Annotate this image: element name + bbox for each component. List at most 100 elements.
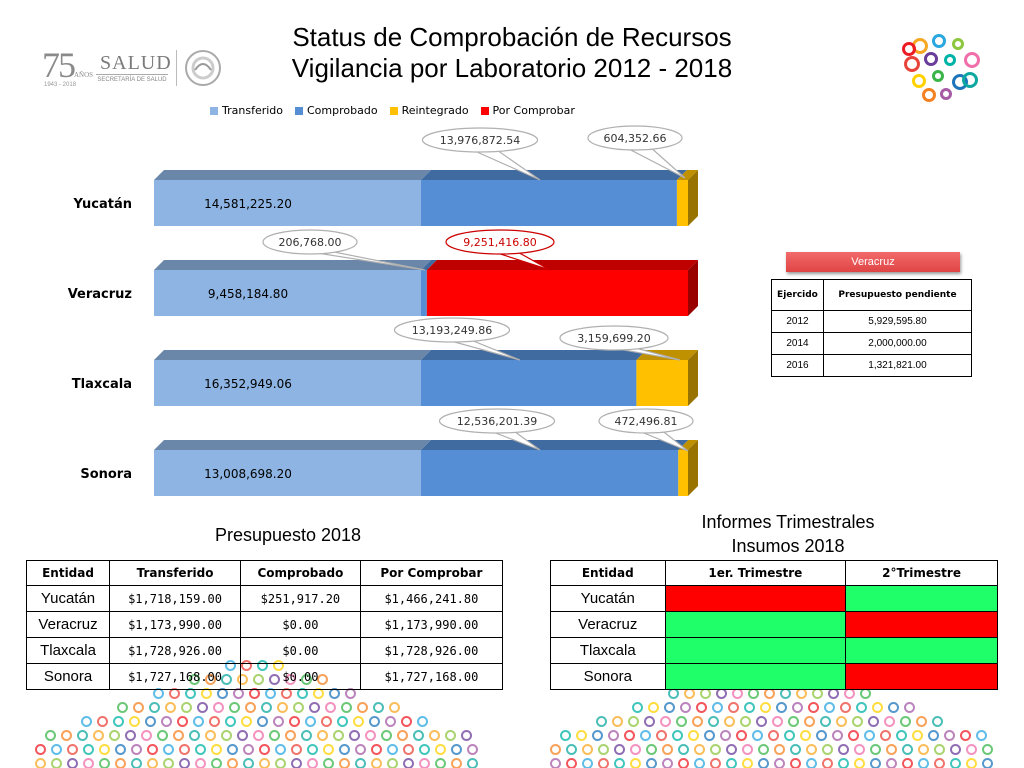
data-callout: 3,159,699.20 — [559, 325, 681, 361]
title-line-2: Vigilancia por Laboratorio 2012 - 2018 — [291, 53, 733, 83]
decor-ring — [760, 702, 771, 713]
decor-ring — [644, 716, 655, 727]
cell-entidad: Yucatán — [25, 585, 111, 612]
column-header: 1er. Trimestre — [664, 560, 847, 586]
decor-ring — [61, 730, 72, 741]
decor-ring — [838, 758, 849, 768]
cell-ejercido: 2016 — [771, 354, 824, 377]
decor-ring — [259, 758, 270, 768]
decor-ring — [608, 730, 619, 741]
decor-ring — [646, 758, 657, 768]
logo-ring — [924, 52, 938, 66]
decor-ring — [451, 758, 462, 768]
column-header: 2°Trimestre — [845, 560, 998, 586]
category-label: Tlaxcala — [72, 377, 132, 392]
decor-ring — [131, 758, 142, 768]
logo-divider — [176, 50, 177, 86]
decor-ring — [800, 730, 811, 741]
cell-amount: $1,728,926.00 — [109, 637, 242, 664]
informes-table: Entidad 1er. Trimestre 2°Trimestre Yucatán… — [550, 560, 998, 690]
decor-ring — [918, 758, 929, 768]
decor-ring — [277, 702, 288, 713]
decor-ring — [385, 716, 396, 727]
veracruz-button[interactable]: Veracruz — [786, 252, 960, 272]
logo-ring — [932, 34, 946, 48]
status-cell-t1 — [664, 663, 847, 690]
decor-ring — [325, 702, 336, 713]
decor-ring — [451, 744, 462, 755]
decor-ring — [109, 730, 120, 741]
anniversary-logo: 75AÑOS — [42, 44, 93, 86]
bar-segment-comprobado — [421, 170, 687, 226]
decor-ring — [51, 744, 62, 755]
decor-ring — [435, 758, 446, 768]
decor-ring — [756, 716, 767, 727]
table-row: 2014 2,000,000.00 — [771, 332, 973, 355]
cell-entidad: Sonora — [25, 663, 111, 690]
decor-ring — [389, 702, 400, 713]
decor-ring — [141, 730, 152, 741]
cell-entidad: Sonora — [550, 663, 666, 690]
cell-amount: $0.00 — [240, 611, 361, 638]
secretaria-label: SECRETARÍA DE SALUD — [96, 74, 168, 83]
cell-amount: $1,728,926.00 — [359, 637, 504, 664]
legend-label: Por Comprobar — [492, 104, 575, 117]
table-row: Sonora $1,727,168.00 $0.00 $1,727,168.00 — [25, 663, 504, 690]
page-title: Status de Comprobación de Recursos Vigil… — [200, 22, 824, 84]
decor-ring — [445, 730, 456, 741]
decor-ring — [710, 744, 721, 755]
decor-ring — [840, 702, 851, 713]
decor-ring — [904, 702, 915, 713]
decor-ring — [960, 730, 971, 741]
decor-ring — [157, 730, 168, 741]
decor-ring — [854, 758, 865, 768]
decor-ring — [896, 730, 907, 741]
status-cell-t1 — [664, 637, 847, 664]
decor-ring — [401, 716, 412, 727]
decor-ring — [694, 744, 705, 755]
decor-ring — [550, 758, 561, 768]
legend-swatch — [210, 106, 218, 115]
decor-ring — [688, 730, 699, 741]
decor-ring — [628, 716, 639, 727]
decor-ring — [291, 758, 302, 768]
decor-ring — [696, 702, 707, 713]
decor-ring — [77, 730, 88, 741]
decor-ring — [371, 758, 382, 768]
decor-ring — [854, 744, 865, 755]
salud-logo: SALUD — [100, 52, 172, 74]
decor-ring — [950, 744, 961, 755]
decor-ring — [772, 716, 783, 727]
decor-ring — [868, 716, 879, 727]
bar-segment-comprobado — [421, 350, 647, 406]
decor-ring — [662, 744, 673, 755]
decor-ring — [704, 730, 715, 741]
decor-ring — [253, 730, 264, 741]
decor-ring — [67, 758, 78, 768]
decor-ring — [824, 702, 835, 713]
data-callout: 12,536,201.39 — [438, 408, 556, 451]
decor-ring — [177, 716, 188, 727]
decor-ring — [147, 744, 158, 755]
logo-number: 75 — [42, 45, 76, 85]
decor-ring — [195, 744, 206, 755]
decor-ring — [744, 702, 755, 713]
transferido-data-label: 14,581,225.20 — [204, 197, 292, 211]
logo-ring — [952, 38, 964, 50]
decor-ring — [97, 716, 108, 727]
decor-ring — [660, 716, 671, 727]
decor-ring — [662, 758, 673, 768]
column-header: Entidad — [25, 560, 111, 586]
decor-ring — [712, 702, 723, 713]
cell-entidad: Yucatán — [550, 585, 666, 612]
decor-ring — [902, 744, 913, 755]
header-ejercido: Ejercido — [771, 279, 824, 311]
decor-ring — [273, 716, 284, 727]
decor-ring — [934, 758, 945, 768]
decor-ring — [916, 716, 927, 727]
decor-ring — [640, 730, 651, 741]
decor-ring — [221, 730, 232, 741]
decor-ring — [932, 716, 943, 727]
decor-ring — [275, 744, 286, 755]
bar-segment-transferido — [154, 170, 431, 226]
